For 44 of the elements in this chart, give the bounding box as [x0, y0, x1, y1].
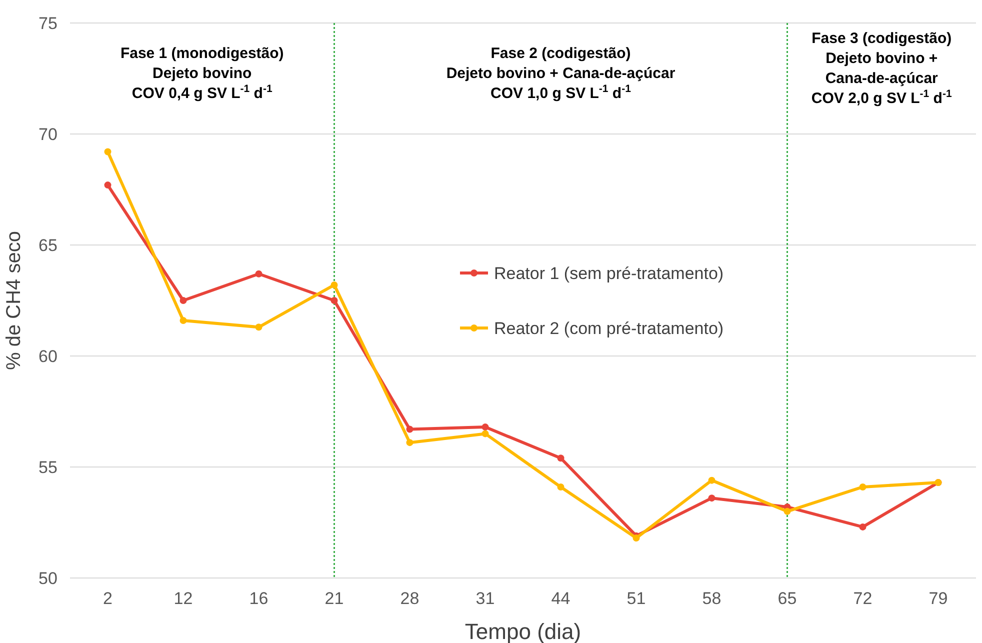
point	[104, 148, 112, 156]
annotation: Fase 3 (codigestão) Dejeto bovino + Cana-de-açúcar COV 2,0 g SV L$^{-1}$ d$^{-1}$	[811, 30, 952, 107]
x-tick-label: 58	[702, 589, 722, 608]
point	[859, 523, 866, 530]
x-tick-label: 51	[626, 589, 646, 608]
x-tick-label: 65	[778, 589, 797, 608]
x-tick-label: 44	[551, 589, 570, 608]
point	[859, 483, 866, 490]
x-tick-label: 16	[249, 589, 268, 608]
y-tick-label: 50	[38, 568, 58, 588]
point	[330, 297, 338, 304]
point	[330, 281, 338, 288]
point	[557, 454, 564, 462]
point	[255, 324, 262, 331]
y-axis-title: % de CH4 seco	[3, 231, 25, 370]
point	[784, 508, 791, 515]
y-tick-label: 70	[38, 124, 58, 144]
point	[406, 426, 414, 433]
y-tick-label: 65	[38, 236, 58, 255]
point	[104, 182, 112, 189]
y-tick-label: 60	[38, 346, 58, 366]
point	[708, 476, 716, 484]
annotation: Fase 1 (monodigestão) Dejeto bovino COV 0,4 g SV L$^{-1}$ d$^{-1}$	[120, 45, 284, 102]
point	[708, 494, 716, 502]
y-tick-label: 55	[38, 458, 58, 477]
point	[482, 430, 489, 438]
point	[406, 439, 414, 446]
x-tick-label: 72	[853, 589, 872, 608]
legend-label: Reator 2 (com pré-tratamento)	[494, 318, 724, 338]
x-tick-label: 79	[928, 589, 948, 608]
point	[557, 483, 564, 490]
x-tick-label: 28	[400, 589, 420, 608]
legend-label: Reator 1 (sem pré-tratamento)	[494, 264, 724, 283]
point	[482, 424, 489, 431]
annotation: Fase 2 (codigestão) Dejeto bovino + Cana-de-açúcar COV 1,0 g SV L$^{-1}$ d$^{-1}$	[446, 45, 676, 102]
x-tick-label: 12	[174, 589, 193, 608]
x-tick-label: 2	[103, 589, 112, 608]
x-tick-label: 31	[476, 589, 495, 608]
point	[632, 534, 640, 542]
point	[180, 297, 187, 304]
point	[255, 270, 262, 278]
point	[180, 316, 187, 324]
y-tick-label: 75	[38, 14, 58, 33]
x-tick-label: 21	[324, 589, 344, 608]
